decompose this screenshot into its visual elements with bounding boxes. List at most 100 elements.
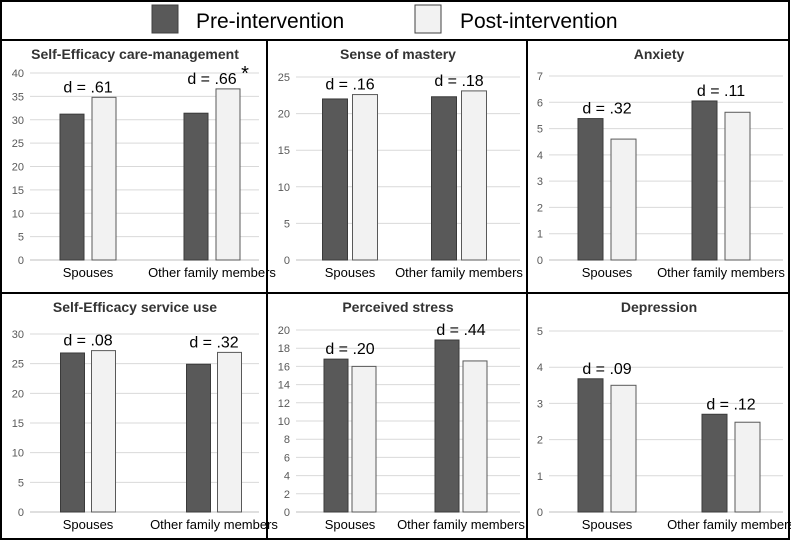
bar-pre-other-family — [691, 100, 718, 261]
x-category-label: Spouses — [582, 265, 633, 280]
bar-pre-other-family — [183, 112, 209, 261]
y-tick-label: 20 — [12, 162, 24, 174]
bar-post-other-family — [461, 90, 487, 261]
y-tick-label: 15 — [12, 418, 24, 430]
y-tick-label: 0 — [537, 255, 543, 267]
bar-post-spouses — [610, 384, 637, 513]
y-tick-label: 6 — [284, 452, 290, 464]
legend: Pre-intervention Post-intervention — [151, 4, 618, 34]
effect-size-label: d = .08 — [63, 333, 112, 350]
bar-pre-spouses — [577, 378, 604, 513]
bar-pre-spouses — [577, 118, 604, 261]
bar-pre-spouses — [323, 358, 349, 513]
bar-pre-other-family — [701, 413, 728, 513]
bar-post-other-family — [724, 111, 751, 261]
bar-post-spouses — [610, 138, 637, 261]
chart-panel-3: Anxiety 0 1 2 3 4 5 6 7 Spouses d = .32 Other famil… — [537, 46, 786, 280]
y-tick-label: 10 — [278, 182, 290, 194]
legend-label-post: Post-intervention — [460, 10, 618, 33]
effect-size-label: d = .11 — [697, 83, 745, 100]
bar-pre-other-family — [431, 96, 457, 261]
y-tick-label: 5 — [537, 124, 543, 136]
y-tick-label: 20 — [278, 109, 290, 121]
chart-panel-5: Perceived stress 0 2 4 6 8 10 12 14 16 18 20 Spouses… — [278, 299, 526, 532]
y-tick-label: 7 — [537, 71, 543, 83]
legend-swatch-post — [414, 4, 442, 34]
y-tick-label: 0 — [18, 507, 24, 519]
x-category-label: Other family members — [667, 517, 791, 532]
bar-pre-spouses — [60, 352, 85, 513]
y-tick-label: 12 — [278, 398, 290, 410]
y-tick-label: 0 — [18, 255, 24, 267]
y-tick-label: 35 — [12, 91, 24, 103]
y-tick-label: 4 — [537, 362, 543, 374]
y-tick-label: 1 — [537, 471, 543, 483]
chart-title: Depression — [621, 299, 697, 315]
bar-post-spouses — [351, 365, 377, 513]
y-tick-label: 10 — [12, 208, 24, 220]
y-tick-label: 14 — [278, 380, 290, 392]
chart-title: Perceived stress — [342, 299, 454, 315]
y-tick-label: 16 — [278, 361, 290, 373]
y-tick-label: 10 — [278, 416, 290, 428]
bar-pre-other-family — [186, 363, 211, 513]
y-tick-label: 0 — [284, 255, 290, 267]
x-category-label: Other family members — [397, 517, 525, 532]
legend-swatch-pre — [151, 4, 179, 34]
y-tick-label: 0 — [284, 507, 290, 519]
y-tick-label: 4 — [284, 471, 290, 483]
y-tick-label: 40 — [12, 68, 24, 80]
bar-post-other-family — [215, 88, 241, 261]
chart-title: Self-Efficacy service use — [53, 299, 217, 315]
bar-pre-spouses — [322, 98, 348, 261]
chart-title: Self-Efficacy care-management — [31, 46, 239, 62]
y-tick-label: 2 — [284, 489, 290, 501]
y-tick-label: 30 — [12, 329, 24, 341]
x-category-label: Other family members — [150, 517, 278, 532]
x-category-label: Spouses — [325, 517, 376, 532]
y-tick-label: 30 — [12, 115, 24, 127]
y-tick-label: 25 — [12, 359, 24, 371]
bar-post-spouses — [91, 96, 117, 261]
bar-post-spouses — [91, 350, 116, 513]
y-tick-label: 3 — [537, 398, 543, 410]
y-tick-label: 5 — [18, 477, 24, 489]
chart-panels: Self-Efficacy care-management05101520253… — [12, 46, 791, 532]
effect-size-label: d = .44 — [436, 322, 485, 339]
x-category-label: Spouses — [63, 265, 114, 280]
effect-size-label: d = .12 — [706, 396, 755, 413]
legend-label-pre: Pre-intervention — [196, 10, 344, 33]
x-category-label: Other family members — [395, 265, 523, 280]
chart-title: Sense of mastery — [340, 46, 456, 62]
y-tick-label: 2 — [537, 202, 543, 214]
chart-panel-1: Self-Efficacy care-management 0 5 10 15 20 25 3… — [12, 46, 277, 280]
y-tick-label: 6 — [537, 97, 543, 109]
y-tick-label: 25 — [12, 138, 24, 150]
x-category-label: Spouses — [325, 265, 376, 280]
y-tick-label: 2 — [537, 435, 543, 447]
y-tick-label: 5 — [284, 218, 290, 230]
x-category-label: Other family members — [657, 265, 785, 280]
effect-size-label: d = .32 — [189, 334, 238, 351]
y-tick-label: 0 — [537, 507, 543, 519]
bar-post-other-family — [734, 421, 761, 513]
y-tick-label: 15 — [12, 185, 24, 197]
effect-size-label: d = .09 — [582, 361, 631, 378]
bar-post-spouses — [352, 94, 378, 261]
significance-marker: * — [241, 63, 249, 85]
y-tick-label: 25 — [278, 72, 290, 84]
bar-post-other-family — [462, 360, 488, 513]
chart-panel-4: Self-Efficacy service use 0 5 10 15 20 25 30 Spo… — [12, 299, 279, 532]
y-tick-label: 5 — [537, 326, 543, 338]
effect-size-label: d = .18 — [434, 73, 483, 90]
x-category-label: Spouses — [63, 517, 114, 532]
y-tick-label: 3 — [537, 176, 543, 188]
bar-pre-spouses — [59, 113, 85, 261]
effect-size-label: d = .61 — [63, 79, 112, 96]
chart-panel-2: Sense of mastery 0 5 10 15 20 25 Spouses d = .16… — [278, 46, 524, 280]
y-tick-label: 20 — [12, 388, 24, 400]
y-tick-label: 20 — [278, 325, 290, 337]
x-category-label: Other family members — [148, 265, 276, 280]
bar-post-other-family — [217, 351, 242, 513]
